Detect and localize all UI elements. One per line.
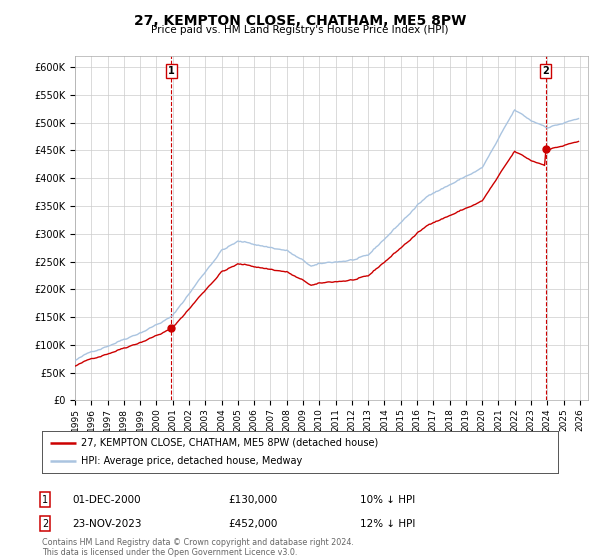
Text: 27, KEMPTON CLOSE, CHATHAM, ME5 8PW (detached house): 27, KEMPTON CLOSE, CHATHAM, ME5 8PW (det… xyxy=(80,437,378,447)
Text: 2: 2 xyxy=(542,66,549,76)
Text: Price paid vs. HM Land Registry's House Price Index (HPI): Price paid vs. HM Land Registry's House … xyxy=(151,25,449,35)
Text: 27, KEMPTON CLOSE, CHATHAM, ME5 8PW: 27, KEMPTON CLOSE, CHATHAM, ME5 8PW xyxy=(134,14,466,28)
Text: HPI: Average price, detached house, Medway: HPI: Average price, detached house, Medw… xyxy=(80,456,302,466)
Text: 12% ↓ HPI: 12% ↓ HPI xyxy=(360,519,415,529)
Text: 01-DEC-2000: 01-DEC-2000 xyxy=(72,494,140,505)
Text: 1: 1 xyxy=(42,494,48,505)
Text: Contains HM Land Registry data © Crown copyright and database right 2024.
This d: Contains HM Land Registry data © Crown c… xyxy=(42,538,354,557)
Text: £130,000: £130,000 xyxy=(228,494,277,505)
Text: 1: 1 xyxy=(168,66,175,76)
Text: 2: 2 xyxy=(42,519,48,529)
Text: 10% ↓ HPI: 10% ↓ HPI xyxy=(360,494,415,505)
Text: 23-NOV-2023: 23-NOV-2023 xyxy=(72,519,142,529)
Text: £452,000: £452,000 xyxy=(228,519,277,529)
